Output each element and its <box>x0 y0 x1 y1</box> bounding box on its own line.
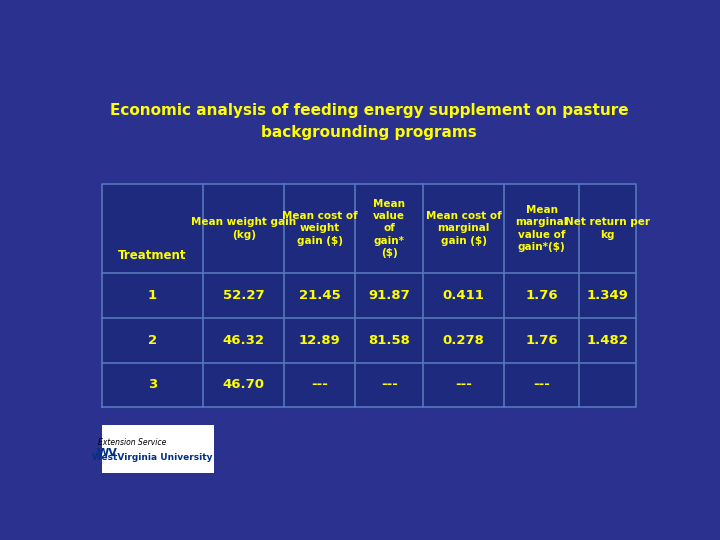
Text: 0.411: 0.411 <box>443 289 485 302</box>
Text: 46.32: 46.32 <box>222 334 265 347</box>
Text: ---: --- <box>381 379 397 392</box>
Text: 21.45: 21.45 <box>299 289 341 302</box>
Text: Mean
marginal
value of
gain*($): Mean marginal value of gain*($) <box>516 205 568 252</box>
Text: 0.278: 0.278 <box>443 334 485 347</box>
Text: Mean cost of
marginal
gain ($): Mean cost of marginal gain ($) <box>426 211 502 246</box>
Text: Net return per
kg: Net return per kg <box>565 217 650 240</box>
Text: 1.76: 1.76 <box>526 289 558 302</box>
Text: ---: --- <box>534 379 550 392</box>
Text: 52.27: 52.27 <box>223 289 264 302</box>
Text: Mean
value
of
gain*
($): Mean value of gain* ($) <box>373 199 405 258</box>
Text: Treatment: Treatment <box>118 249 186 262</box>
Text: Mean weight gain
(kg): Mean weight gain (kg) <box>192 217 297 240</box>
Text: WV: WV <box>96 448 117 458</box>
Text: 81.58: 81.58 <box>369 334 410 347</box>
Text: 1.482: 1.482 <box>587 334 629 347</box>
Text: 91.87: 91.87 <box>369 289 410 302</box>
Text: Mean cost of
weight
gain ($): Mean cost of weight gain ($) <box>282 211 358 246</box>
Text: 46.70: 46.70 <box>222 379 265 392</box>
Text: ---: --- <box>455 379 472 392</box>
Text: ---: --- <box>312 379 328 392</box>
Text: 3: 3 <box>148 379 157 392</box>
Bar <box>102 184 636 408</box>
Bar <box>102 425 214 473</box>
Text: Extension Service: Extension Service <box>99 438 167 447</box>
Text: 1: 1 <box>148 289 157 302</box>
Text: 2: 2 <box>148 334 157 347</box>
Text: 1.76: 1.76 <box>526 334 558 347</box>
Text: 12.89: 12.89 <box>299 334 341 347</box>
Text: WestVirginia University: WestVirginia University <box>91 453 212 462</box>
Text: 1.349: 1.349 <box>587 289 629 302</box>
Text: Economic analysis of feeding energy supplement on pasture
backgrounding programs: Economic analysis of feeding energy supp… <box>109 103 629 140</box>
